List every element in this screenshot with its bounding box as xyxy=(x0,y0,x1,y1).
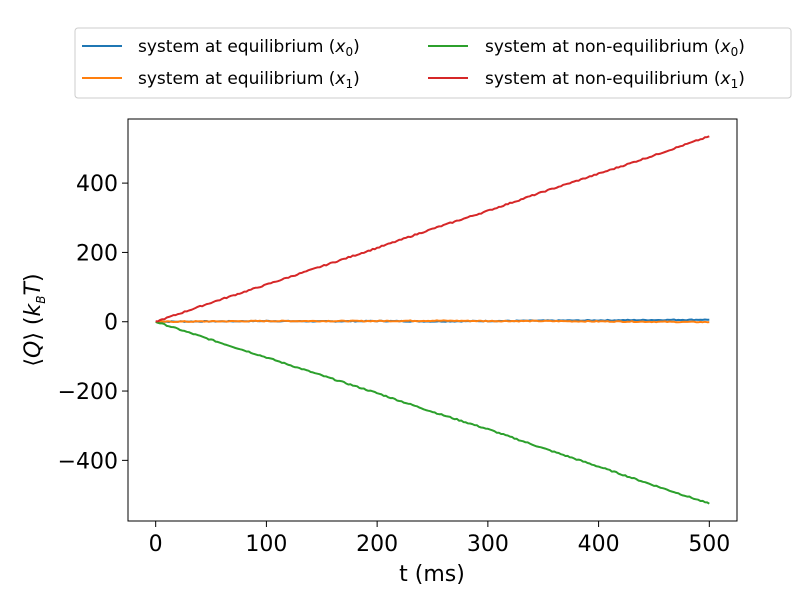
legend-2-prefix: system at non-equilibrium ( xyxy=(485,37,721,57)
x-tick-label: 500 xyxy=(688,532,730,557)
plot-frame xyxy=(127,118,738,522)
legend-0-suffix: ) xyxy=(353,37,360,57)
series-line-2 xyxy=(155,320,710,505)
y-label-mid: ⟩ ( xyxy=(21,316,46,340)
legend-3-sub: 1 xyxy=(731,77,739,91)
legend-frame xyxy=(74,27,792,99)
y-label-b: B xyxy=(34,295,48,303)
y-tick-label: 400 xyxy=(76,172,118,197)
legend: system at equilibrium (x0) system at equ… xyxy=(74,27,792,99)
y-label-close: ) xyxy=(21,273,46,282)
y-axis: −400 −200 0 200 400 xyxy=(58,172,128,474)
y-tick-label: 0 xyxy=(104,311,118,336)
legend-label-series-0: system at equilibrium (x0) xyxy=(138,37,360,59)
legend-3-prefix: system at non-equilibrium ( xyxy=(485,69,721,89)
legend-1-prefix: system at equilibrium ( xyxy=(138,69,335,89)
y-tick-label: −400 xyxy=(58,449,118,474)
series-line-1 xyxy=(155,319,710,324)
y-axis-label: ⟨Q⟩ (kBT) xyxy=(21,273,48,366)
x-tick-label: 200 xyxy=(356,532,398,557)
y-label-k: k xyxy=(21,302,46,316)
legend-2-suffix: ) xyxy=(738,37,745,57)
legend-1-suffix: ) xyxy=(353,69,360,89)
legend-0-prefix: system at equilibrium ( xyxy=(138,37,335,57)
x-tick-label: 400 xyxy=(578,532,620,557)
legend-3-var: x xyxy=(720,69,732,89)
y-label-q: Q xyxy=(21,341,46,358)
x-tick-label: 0 xyxy=(149,532,163,557)
legend-label-series-2: system at non-equilibrium (x0) xyxy=(485,37,745,59)
legend-3-suffix: ) xyxy=(738,69,745,89)
legend-0-var: x xyxy=(334,37,346,57)
legend-1-var: x xyxy=(334,69,346,89)
legend-2-sub: 0 xyxy=(731,45,739,59)
y-label-open: ⟨ xyxy=(21,358,46,367)
y-label-t: T xyxy=(21,280,46,295)
legend-label-series-3: system at non-equilibrium (x1) xyxy=(485,69,745,91)
x-tick-label: 300 xyxy=(467,532,509,557)
legend-2-var: x xyxy=(720,37,732,57)
x-axis: 0 100 200 300 400 500 xyxy=(149,521,730,557)
plot-lines xyxy=(155,135,710,505)
x-tick-label: 100 xyxy=(245,532,287,557)
legend-label-series-1: system at equilibrium (x1) xyxy=(138,69,360,91)
x-axis-label: t (ms) xyxy=(399,562,465,587)
y-tick-label: 200 xyxy=(76,241,118,266)
legend-0-sub: 0 xyxy=(345,45,353,59)
y-tick-label: −200 xyxy=(58,380,118,405)
legend-1-sub: 1 xyxy=(345,77,353,91)
series-line-3 xyxy=(155,135,710,323)
